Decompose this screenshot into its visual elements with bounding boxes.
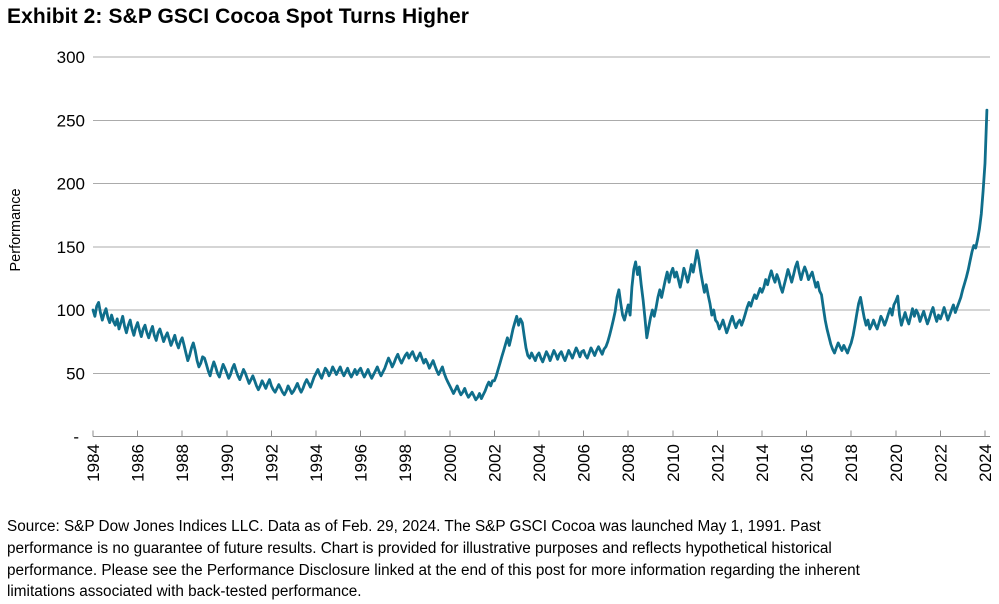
x-tick-label: 2016 [798, 444, 817, 482]
x-tick-label: 2004 [530, 444, 549, 482]
y-tick-label: - [73, 428, 79, 447]
x-tick-label: 1996 [352, 444, 371, 482]
y-tick-label: 200 [57, 175, 85, 194]
x-tick-label: 2008 [619, 444, 638, 482]
y-tick-label: 250 [57, 111, 85, 130]
x-tick-label: 1998 [396, 444, 415, 482]
x-tick-label: 2022 [931, 444, 950, 482]
x-tick-label: 1988 [173, 444, 192, 482]
source-note-line: performance is no guarantee of future re… [7, 539, 832, 557]
source-note-line: limitations associated with back-tested … [7, 583, 362, 601]
source-note: Source: S&P Dow Jones Indices LLC. Data … [7, 516, 992, 603]
y-axis-title: Performance [8, 188, 24, 271]
x-tick-label: 2010 [664, 444, 683, 482]
x-tick-label: 2024 [976, 444, 995, 482]
y-tick-label: 100 [57, 301, 85, 320]
x-tick-label: 1986 [129, 444, 148, 482]
x-tick-label: 1994 [307, 444, 326, 482]
y-tick-label: 300 [57, 48, 85, 67]
x-tick-label: 2018 [842, 444, 861, 482]
x-tick-label: 1990 [218, 444, 237, 482]
x-tick-label: 2002 [485, 444, 504, 482]
x-tick-label: 2020 [887, 444, 906, 482]
cocoa-spot-line-chart: - 50 100 150 200 250 300 1984 1986 1988 1990 1992 19… [8, 48, 995, 482]
cocoa-spot-series-line [91, 108, 989, 402]
y-tick-label: 50 [66, 364, 85, 383]
x-tick-label: 2000 [441, 444, 460, 482]
source-note-line: performance. Please see the Performance … [7, 561, 860, 579]
x-tick-label: 1984 [84, 444, 103, 482]
x-tick-label: 2012 [708, 444, 727, 482]
exhibit-title: Exhibit 2: S&P GSCI Cocoa Spot Turns Hig… [7, 5, 470, 28]
x-tick-label: 2014 [753, 444, 772, 482]
source-note-line: Source: S&P Dow Jones Indices LLC. Data … [7, 518, 821, 535]
y-tick-label: 150 [57, 238, 85, 257]
x-tick-label: 1992 [262, 444, 281, 482]
x-tick-label: 2006 [575, 444, 594, 482]
